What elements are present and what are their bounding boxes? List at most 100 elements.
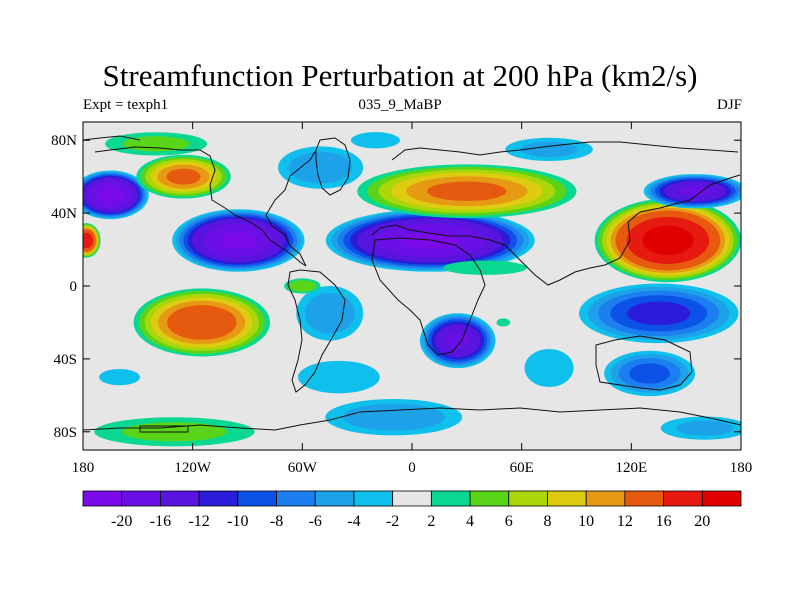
coastline-asia <box>534 141 739 153</box>
x-tick-label: 180 <box>72 460 95 476</box>
contour-band <box>524 348 574 388</box>
anomaly-cell <box>643 174 741 209</box>
contour-band <box>166 168 201 185</box>
contour-band <box>304 292 355 334</box>
colorbar-swatch <box>392 490 432 507</box>
contour-band <box>99 368 140 386</box>
coastline-greenland <box>315 137 351 196</box>
contour-band <box>97 186 124 204</box>
colorbar-swatch <box>508 490 548 507</box>
contour-band <box>627 301 691 326</box>
x-tick-label: 60W <box>288 460 318 476</box>
colorbar-swatch <box>547 490 587 507</box>
colorbar-label: 20 <box>694 513 710 530</box>
anomaly-cell <box>325 399 463 436</box>
colorbar-swatch <box>353 490 394 507</box>
contour-band <box>350 132 400 149</box>
anomaly-cell <box>594 198 741 283</box>
anomaly-cell <box>505 137 593 161</box>
x-tick-label: 120E <box>615 460 647 476</box>
y-tick-label: 80S <box>54 425 77 441</box>
colorbar: -20 -16 -12 -10 -8 -6 -4 -2 2 4 6 8 10 12 16 20 <box>82 490 742 530</box>
colorbar-label: -8 <box>270 513 283 530</box>
colorbar-label: 2 <box>427 513 435 530</box>
anomaly-cell <box>83 223 101 258</box>
contour-layer <box>83 132 741 447</box>
x-tick-label: 60E <box>510 460 534 476</box>
anomaly-cell <box>99 368 140 386</box>
continent-outlines <box>83 135 741 433</box>
anomaly-cell <box>496 318 511 327</box>
coastline-north-america <box>94 146 307 267</box>
anomaly-cell <box>604 350 696 397</box>
contour-band <box>642 225 694 256</box>
contour-band <box>629 363 670 384</box>
anomaly-cell <box>298 360 380 394</box>
axes: 180 120W 60W 0 60E 120E 180 80N 40N 0 40S 80S <box>51 122 752 476</box>
anomaly-cell <box>579 283 739 344</box>
colorbar-label: -6 <box>309 513 322 530</box>
anomaly-cell <box>278 146 364 189</box>
coastline-africa <box>371 237 486 356</box>
contour-band <box>496 318 511 327</box>
contour-band <box>298 360 380 394</box>
contour-band <box>288 151 353 184</box>
contour-band <box>220 231 257 250</box>
colorbar-label: -12 <box>188 513 209 530</box>
anomaly-cell <box>350 132 400 149</box>
coastline-alaska <box>83 135 141 141</box>
y-tick-label: 0 <box>70 279 78 295</box>
coastline-asia-south <box>504 174 741 286</box>
coastline-mediterranean <box>371 224 506 246</box>
anomaly-cell <box>296 286 364 341</box>
colorbar-label: -16 <box>150 513 171 530</box>
colorbar-swatch <box>585 490 626 507</box>
coastline-south-america <box>287 269 346 393</box>
colorbar-label: 8 <box>543 513 551 530</box>
colorbar-label: -2 <box>386 513 399 530</box>
anomaly-cell <box>284 278 321 294</box>
colorbar-swatch <box>121 490 161 507</box>
colorbar-label: 6 <box>505 513 513 530</box>
anomaly-cell <box>443 260 527 275</box>
anomaly-cell <box>660 416 741 440</box>
colorbar-swatch <box>314 490 355 507</box>
contour-band <box>520 141 578 157</box>
y-tick-label: 40S <box>54 352 77 368</box>
contour-band <box>167 305 237 340</box>
colorbar-label: -20 <box>111 513 132 530</box>
y-tick-label: 80N <box>51 133 77 149</box>
colorbar-swatch <box>198 490 239 507</box>
anomaly-cell <box>133 288 271 357</box>
colorbar-swatch <box>82 490 123 507</box>
anomaly-cell <box>136 154 231 199</box>
contour-band <box>679 185 712 197</box>
colorbar-label: -4 <box>347 513 360 530</box>
colorbar-swatch <box>701 490 742 507</box>
colorbar-swatch <box>624 490 664 507</box>
case-label: 035_9_MaBP <box>358 97 442 113</box>
colorbar-swatch <box>469 490 510 507</box>
anomaly-cell <box>357 164 577 219</box>
anomaly-cell <box>419 313 496 369</box>
coastline-europe <box>391 147 536 161</box>
anomaly-cell <box>172 209 305 272</box>
contour-band <box>443 260 527 275</box>
anomaly-cell <box>524 348 574 388</box>
colorbar-swatch <box>663 490 703 507</box>
x-tick-label: 120W <box>174 460 212 476</box>
colorbar-label: 12 <box>617 513 633 530</box>
coastline-ross-island <box>139 425 189 433</box>
colorbar-label: 10 <box>578 513 594 530</box>
colorbar-label: -10 <box>227 513 248 530</box>
colorbar-swatch <box>276 490 316 507</box>
y-tick-label: 40N <box>51 206 77 222</box>
season-label: DJF <box>716 97 742 113</box>
coastline-australia <box>595 335 693 391</box>
experiment-label: Expt = texph1 <box>83 97 169 113</box>
colorbar-swatch <box>160 490 200 507</box>
contour-band <box>427 181 507 201</box>
coastline-antarctica <box>83 407 741 431</box>
colorbar-label: 16 <box>656 513 672 530</box>
